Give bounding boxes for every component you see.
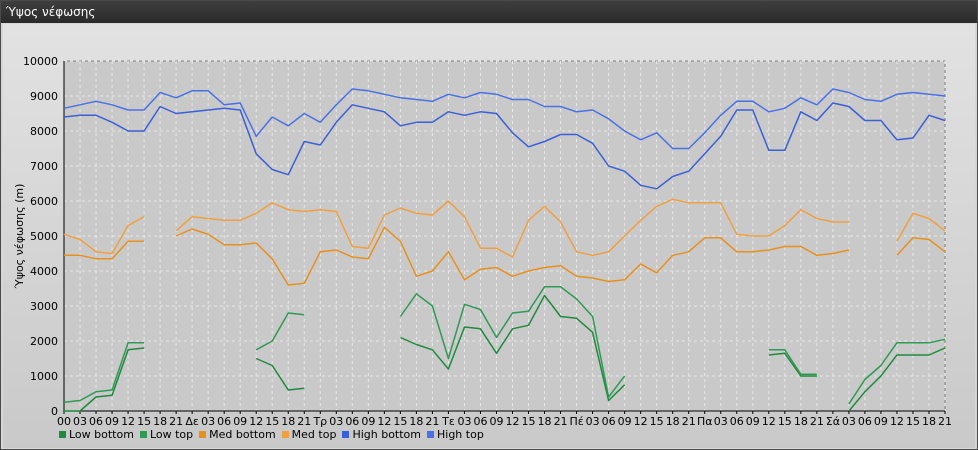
x-tick-label: 18 (409, 415, 423, 428)
series-line-high-top (63, 88, 946, 150)
x-tick-label: Δε (185, 415, 199, 428)
x-tick-label: 15 (650, 415, 664, 428)
x-tick-label: 21 (169, 415, 183, 428)
y-tick-label: 6000 (30, 195, 58, 208)
legend-label: Low bottom (69, 427, 134, 441)
legend-swatch (139, 430, 147, 438)
y-axis-label: Ύψος νέφωσης (m) (13, 184, 26, 290)
x-tick-label: Τε (441, 415, 455, 428)
series-line-low-top (63, 286, 946, 405)
x-tick-label: 15 (393, 415, 407, 428)
legend-swatch (427, 430, 434, 438)
y-tick-label: 7000 (30, 160, 58, 173)
x-tick-label: 09 (874, 415, 888, 428)
legend-label: Med bottom (209, 427, 276, 441)
legend-item: Low bottom (59, 426, 134, 442)
x-tick-label: 09 (489, 415, 503, 428)
y-tick-label: 10000 (23, 55, 58, 68)
y-tick-label: 3000 (30, 300, 58, 313)
x-tick-label: 12 (634, 415, 648, 428)
x-tick-label: 09 (746, 415, 760, 428)
y-tick-label: 5000 (30, 230, 58, 243)
x-tick-label: 09 (233, 415, 247, 428)
legend-swatch (59, 430, 66, 438)
x-tick-label: Τρ (312, 415, 327, 428)
x-tick-label: 18 (922, 415, 936, 428)
legend-label: High top (437, 427, 484, 441)
y-tick-label: 4000 (30, 265, 58, 278)
x-tick-label: 03 (714, 415, 728, 428)
x-tick-label: 03 (73, 415, 87, 428)
x-tick-label: 18 (794, 415, 808, 428)
x-tick-label: 03 (842, 415, 856, 428)
series-line-med-top (63, 198, 946, 258)
x-tick-label: 06 (858, 415, 872, 428)
x-tick-label: 18 (153, 415, 167, 428)
series-line-med-bottom (64, 226, 946, 286)
x-tick-label: 15 (906, 415, 920, 428)
x-tick-label: 03 (329, 415, 343, 428)
x-tick-label: 12 (506, 415, 520, 428)
x-tick-label: 12 (890, 415, 904, 428)
legend-item: High bottom (342, 426, 421, 442)
x-tick-label: 09 (105, 415, 119, 428)
x-tick-label: 15 (265, 415, 279, 428)
legend-item: Med bottom (199, 426, 276, 442)
legend-swatch (281, 430, 289, 438)
legend-item: Med top (281, 426, 337, 442)
legend-swatch (199, 430, 207, 438)
series-line-low-bottom (64, 294, 946, 412)
x-tick-label: 15 (778, 415, 792, 428)
x-tick-label: 06 (89, 415, 103, 428)
x-tick-label: 06 (217, 415, 231, 428)
y-tick-label: 9000 (30, 90, 58, 103)
x-tick-label: 21 (297, 415, 311, 428)
x-tick-label: 18 (538, 415, 552, 428)
x-tick-label: 15 (137, 415, 151, 428)
legend-item: High top (427, 426, 484, 442)
x-tick-label: 18 (666, 415, 680, 428)
x-tick-label: 03 (586, 415, 600, 428)
x-tick-label: Πέ (569, 415, 583, 428)
x-tick-label: 21 (682, 415, 696, 428)
legend-item: Low top (139, 426, 194, 442)
window-title: Ύψος νέφωσης (1, 1, 977, 23)
legend-label: High bottom (352, 427, 421, 441)
x-tick-label: 03 (201, 415, 215, 428)
x-tick-label: 06 (730, 415, 744, 428)
x-tick-label: 12 (762, 415, 776, 428)
x-tick-label: 21 (938, 415, 952, 428)
x-tick-label: Πα (697, 415, 713, 428)
x-tick-label: 06 (345, 415, 359, 428)
x-tick-label: 12 (377, 415, 391, 428)
cloud-height-chart: 0 1000 2000 3000 4000 5000 6000 7000 8000 9000 100… (13, 55, 952, 428)
legend-label: Med top (291, 427, 337, 441)
legend-swatch (342, 430, 350, 438)
x-tick-label: Σά (826, 415, 840, 428)
x-tick-label: 00 (57, 415, 71, 428)
x-tick-label: 09 (361, 415, 375, 428)
y-tick-label: 0 (51, 405, 58, 418)
x-tick-label: 03 (457, 415, 471, 428)
x-tick-label: 09 (618, 415, 632, 428)
x-tick-label: 12 (121, 415, 135, 428)
chart-legend: Low bottom Low top Med bottom Med top High b… (59, 426, 490, 442)
x-tick-label: 12 (249, 415, 263, 428)
x-tick-label: 21 (554, 415, 568, 428)
x-tick-label: 18 (281, 415, 295, 428)
y-tick-label: 2000 (30, 335, 58, 348)
y-tick-label: 1000 (30, 370, 58, 383)
y-tick-label: 8000 (30, 125, 58, 138)
series-line-high-bottom (63, 102, 946, 190)
plot-panel: 0 1000 2000 3000 4000 5000 6000 7000 8000 9000 100… (3, 24, 975, 448)
x-tick-label: 21 (425, 415, 439, 428)
x-tick-label: 06 (473, 415, 487, 428)
x-tick-label: 21 (810, 415, 824, 428)
legend-label: Low top (149, 427, 194, 441)
x-tick-label: 15 (522, 415, 536, 428)
x-tick-label: 06 (602, 415, 616, 428)
